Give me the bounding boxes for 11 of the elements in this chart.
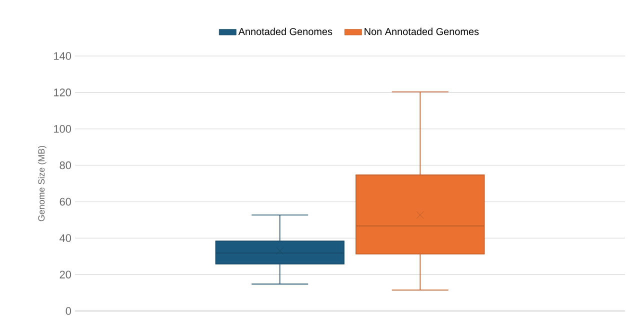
y-axis-title: Genome Size (MB)	[38, 146, 46, 222]
y-tick-label: 120	[54, 88, 72, 96]
legend-label: Annotaded Genomes	[238, 28, 332, 36]
y-tick-label: 100	[54, 124, 72, 133]
y-tick-label: 0	[66, 307, 72, 315]
legend-label: Non Annotaded Genomes	[364, 28, 479, 36]
y-tick-label: 40	[60, 234, 72, 242]
y-tick-label: 60	[60, 198, 72, 206]
y-tick-label: 20	[60, 270, 72, 278]
y-tick-label: 140	[54, 52, 72, 60]
y-tick-label: 80	[60, 161, 72, 170]
